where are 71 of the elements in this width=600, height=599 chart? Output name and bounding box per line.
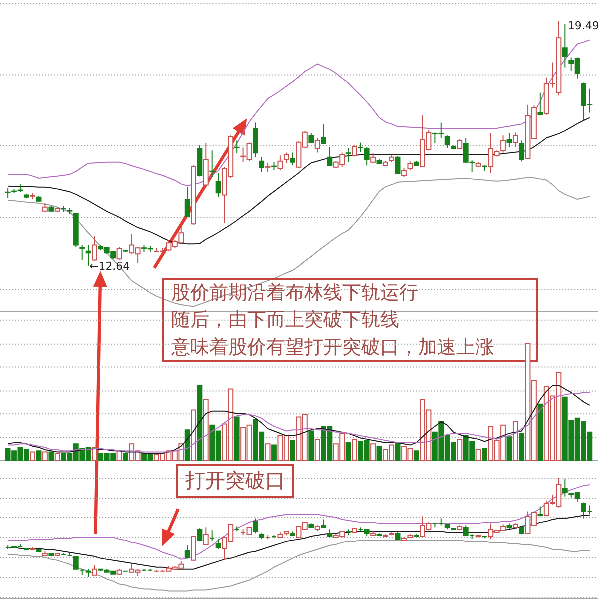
candlestick (216, 172, 222, 198)
candlestick (73, 556, 79, 570)
candlestick (5, 188, 11, 199)
bar (184, 430, 190, 461)
bar (506, 436, 512, 461)
candlestick (284, 152, 290, 164)
candlestick (234, 140, 240, 154)
candlestick (116, 246, 122, 260)
candlestick (216, 539, 222, 550)
bar (519, 433, 525, 461)
bar (42, 452, 48, 461)
annotation: ←12.64 (90, 260, 130, 273)
candlestick (352, 145, 358, 158)
candlestick (290, 152, 296, 166)
bar (457, 438, 463, 461)
bar (54, 452, 60, 461)
bar (197, 385, 203, 461)
candlestick (184, 545, 190, 558)
bar (308, 430, 314, 461)
candlestick (259, 156, 265, 173)
candlestick (197, 528, 203, 542)
candlestick (184, 186, 190, 218)
candlestick (506, 132, 512, 148)
annotation: 19.49 (568, 19, 600, 32)
candlestick (562, 478, 568, 498)
bar (538, 404, 544, 461)
bar (376, 446, 382, 461)
candlestick (370, 152, 376, 164)
annotation: 打开突破口 (184, 469, 286, 492)
candlestick (92, 564, 98, 576)
candlestick (252, 518, 258, 534)
bar (203, 399, 209, 461)
candlestick (92, 236, 98, 262)
candlestick (327, 146, 333, 167)
candlestick (346, 148, 352, 163)
candlestick (80, 244, 86, 261)
bar (92, 447, 98, 461)
bar (512, 421, 518, 461)
candlestick (538, 92, 544, 116)
bar (414, 450, 420, 461)
bar (48, 452, 54, 461)
bar (191, 410, 196, 461)
bar (122, 452, 128, 461)
candlestick (203, 527, 209, 546)
candlestick (191, 536, 196, 561)
candlestick (512, 132, 518, 148)
bar (370, 444, 376, 461)
bar (234, 416, 240, 461)
candlestick (562, 24, 568, 68)
bar (476, 449, 482, 461)
bar (290, 440, 296, 461)
candlestick (519, 140, 525, 162)
bar (482, 448, 488, 461)
candlestick (308, 132, 314, 144)
bar (30, 452, 36, 461)
bar (265, 444, 271, 461)
annotation: 随后，由下而上突破下轨线 (171, 309, 400, 332)
bar (314, 438, 320, 461)
candlestick (314, 138, 320, 154)
bar (346, 442, 352, 461)
candlestick (500, 135, 506, 154)
bar (36, 450, 42, 461)
annotation: 股价前期沿着布林线下轨运行 (171, 282, 418, 304)
annotation: 意味着股价有望打开突破口，加速上涨 (170, 336, 494, 359)
candlestick (321, 124, 326, 144)
candlestick (457, 139, 463, 150)
candlestick (444, 135, 450, 149)
bar (352, 438, 358, 461)
bar (272, 444, 277, 461)
candlestick (395, 156, 401, 176)
candlestick (278, 155, 284, 172)
